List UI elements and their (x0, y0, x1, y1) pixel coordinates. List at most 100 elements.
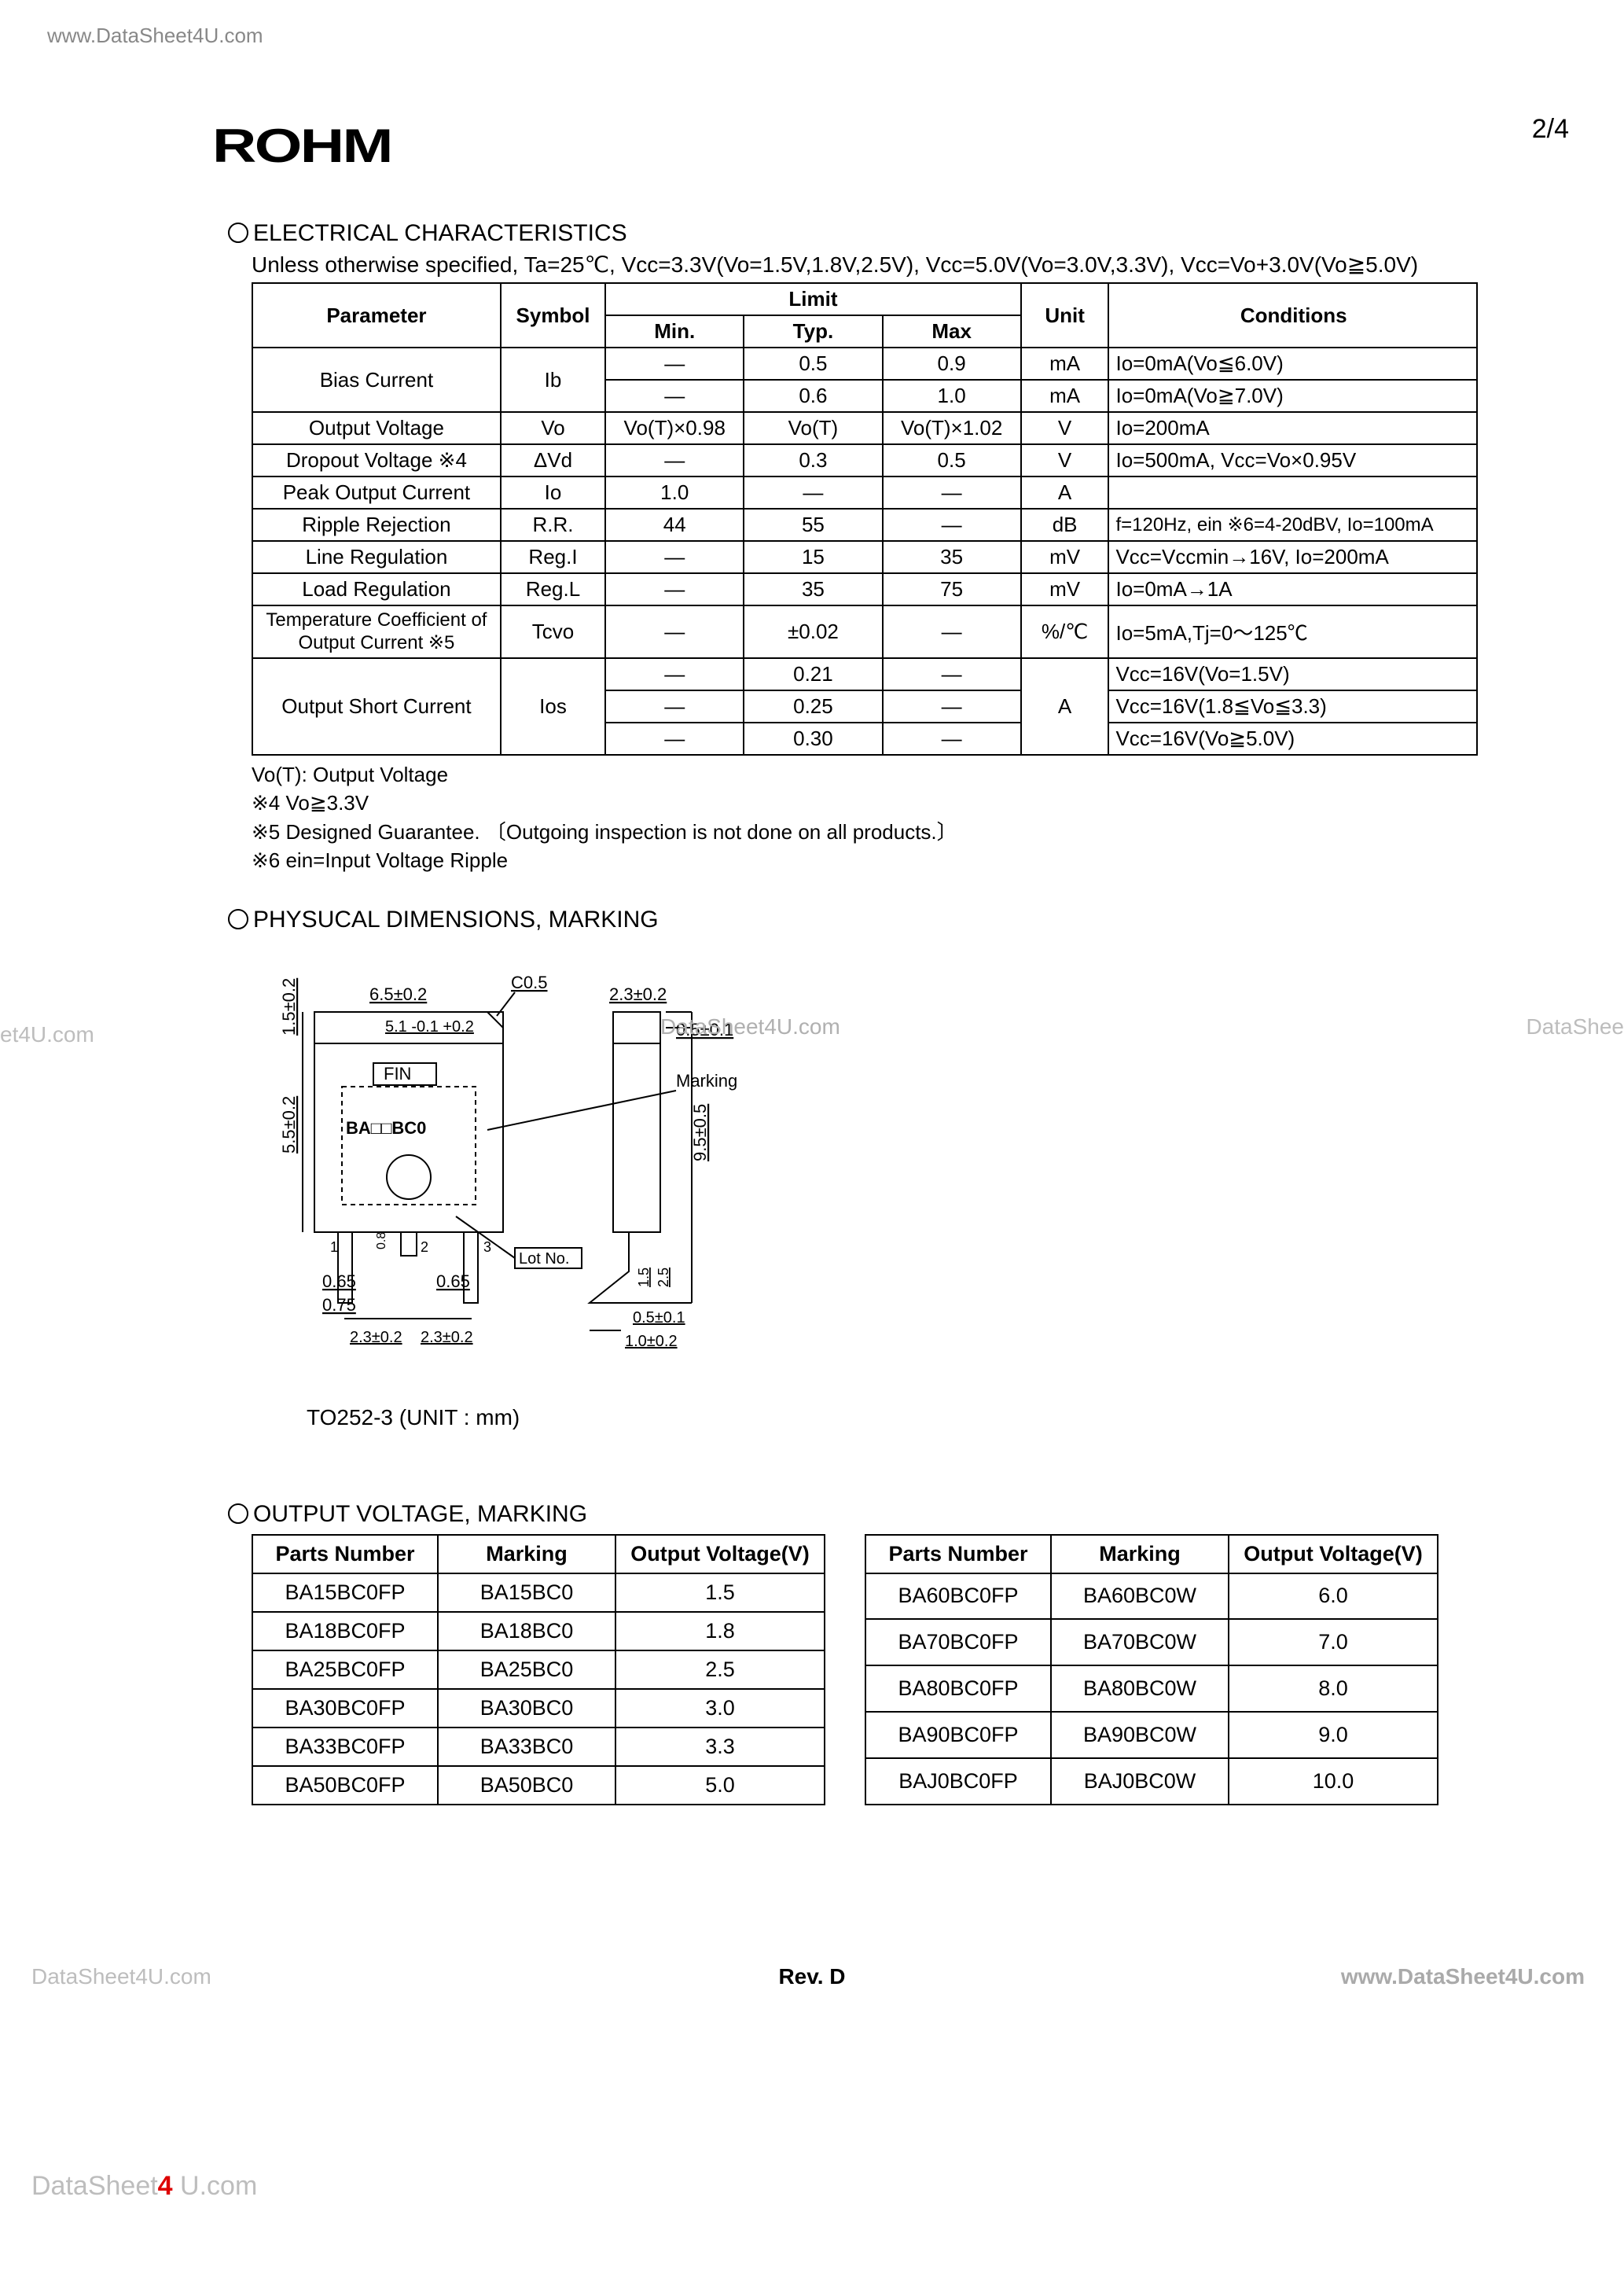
section-output-voltage-title: OUTPUT VOLTAGE, MARKING (228, 1501, 1577, 1528)
svg-text:2.3±0.2: 2.3±0.2 (421, 1329, 473, 1346)
cell-pn: BA33BC0FP (252, 1728, 438, 1766)
cell-ov: 1.5 (615, 1573, 825, 1612)
cell-typ: 35 (744, 573, 882, 605)
cell-cond: Io=0mA(Vo≦6.0V) (1108, 348, 1477, 380)
table-row: BA30BC0FPBA30BC03.0 (252, 1689, 825, 1728)
cell-cond: Io=200mA (1108, 412, 1477, 444)
cell-min: 1.0 (605, 476, 744, 509)
cell-max: — (883, 658, 1021, 690)
cell-param: Line Regulation (252, 541, 501, 573)
table-row: Temperature Coefficient of Output Curren… (252, 605, 1477, 658)
cell-mk: BA33BC0 (438, 1728, 615, 1766)
cell-pn: BA25BC0FP (252, 1650, 438, 1689)
cell-ov: 8.0 (1229, 1665, 1438, 1712)
cell-max: — (883, 476, 1021, 509)
cell-unit: A (1021, 476, 1109, 509)
cell-sym: R.R. (501, 509, 605, 541)
cell-param: Dropout Voltage ※4 (252, 444, 501, 476)
watermark-right: DataShee (1526, 1014, 1624, 1039)
table-row: BA90BC0FPBA90BC0W9.0 (865, 1712, 1438, 1758)
cell-min: — (605, 444, 744, 476)
note-line: Vo(T): Output Voltage (252, 760, 1577, 789)
cell-sym: Ib (501, 348, 605, 412)
cell-min: — (605, 605, 744, 658)
cell-ov: 3.0 (615, 1689, 825, 1728)
page-number: 2/4 (1532, 114, 1569, 145)
ds4u-suffix: U.com (173, 2171, 258, 2201)
package-caption: TO252-3 (UNIT : mm) (307, 1405, 1577, 1430)
svg-text:5.5±0.2: 5.5±0.2 (279, 1095, 299, 1153)
table-row: BA25BC0FPBA25BC02.5 (252, 1650, 825, 1689)
section-electrical-label: ELECTRICAL CHARACTERISTICS (253, 220, 627, 246)
cell-param: Output Short Current (252, 658, 501, 755)
col-parts-number: Parts Number (865, 1535, 1051, 1573)
cell-max: 0.9 (883, 348, 1021, 380)
cell-cond: Vcc=16V(1.8≦Vo≦3.3) (1108, 690, 1477, 723)
watermark-ds4u-logo: DataSheet4 U.com (31, 2171, 257, 2202)
cell-typ: Vo(T) (744, 412, 882, 444)
svg-text:FIN: FIN (384, 1064, 411, 1084)
bullet-ring-icon (228, 223, 248, 243)
cell-mk: BA80BC0W (1051, 1665, 1229, 1712)
cell-ov: 2.5 (615, 1650, 825, 1689)
col-conditions: Conditions (1108, 283, 1477, 348)
col-parameter: Parameter (252, 283, 501, 348)
cell-typ: ±0.02 (744, 605, 882, 658)
parts-tables-row: Parts Number Marking Output Voltage(V) B… (252, 1534, 1577, 1805)
cell-cond: Vcc=Vccmin→16V, Io=200mA (1108, 541, 1477, 573)
cell-max: 1.0 (883, 380, 1021, 412)
section-physical-title: PHYSUCAL DIMENSIONS, MARKING (228, 907, 1577, 933)
cell-pn: BA15BC0FP (252, 1573, 438, 1612)
cell-min: — (605, 348, 744, 380)
svg-text:1.0±0.2: 1.0±0.2 (625, 1333, 678, 1350)
cell-cond: f=120Hz, ein ※6=4-20dBV, Io=100mA (1108, 509, 1477, 541)
cell-unit: V (1021, 444, 1109, 476)
svg-text:0.8: 0.8 (375, 1231, 388, 1249)
electrical-conditions-subtitle: Unless otherwise specified, Ta=25℃, Vcc=… (252, 252, 1577, 278)
svg-text:2.5: 2.5 (656, 1268, 671, 1287)
cell-cond: Io=0mA→1A (1108, 573, 1477, 605)
cell-ov: 7.0 (1229, 1619, 1438, 1665)
cell-cond (1108, 476, 1477, 509)
cell-typ: 55 (744, 509, 882, 541)
table-row: Ripple Rejection R.R. 44 55 — dB f=120Hz… (252, 509, 1477, 541)
svg-text:0.65: 0.65 (322, 1271, 356, 1291)
svg-text:0.5±0.1: 0.5±0.1 (633, 1309, 685, 1326)
cell-min: Vo(T)×0.98 (605, 412, 744, 444)
cell-max: — (883, 723, 1021, 755)
cell-mk: BA50BC0 (438, 1766, 615, 1805)
revision-label: Rev. D (778, 1964, 845, 1989)
table-row: BAJ0BC0FPBAJ0BC0W10.0 (865, 1758, 1438, 1805)
svg-text:6.5±0.2: 6.5±0.2 (369, 984, 427, 1004)
cell-max: 75 (883, 573, 1021, 605)
watermark-middle: DataSheet4U.com (660, 1014, 840, 1039)
cell-max: Vo(T)×1.02 (883, 412, 1021, 444)
cell-param: Output Voltage (252, 412, 501, 444)
cell-sym: Tcvo (501, 605, 605, 658)
cell-min: — (605, 723, 744, 755)
electrical-notes: Vo(T): Output Voltage ※4 Vo≧3.3V ※5 Desi… (252, 760, 1577, 875)
cell-ov: 9.0 (1229, 1712, 1438, 1758)
cell-param: Bias Current (252, 348, 501, 412)
ds4u-prefix: DataSheet (31, 2171, 158, 2201)
cell-typ: 0.6 (744, 380, 882, 412)
svg-text:Marking: Marking (676, 1071, 737, 1091)
cell-max: — (883, 690, 1021, 723)
cell-unit: V (1021, 412, 1109, 444)
table-row: Dropout Voltage ※4 ΔVd — 0.3 0.5 V Io=50… (252, 444, 1477, 476)
cell-ov: 1.8 (615, 1612, 825, 1650)
cell-max: — (883, 509, 1021, 541)
cell-min: — (605, 380, 744, 412)
cell-typ: 0.3 (744, 444, 882, 476)
svg-text:BA□□BC0: BA□□BC0 (346, 1118, 426, 1138)
cell-sym: Ios (501, 658, 605, 755)
cell-unit: mV (1021, 573, 1109, 605)
cell-param: Temperature Coefficient of Output Curren… (252, 605, 501, 658)
cell-pn: BA30BC0FP (252, 1689, 438, 1728)
col-parts-number: Parts Number (252, 1535, 438, 1573)
cell-ov: 3.3 (615, 1728, 825, 1766)
col-min: Min. (605, 315, 744, 348)
col-typ: Typ. (744, 315, 882, 348)
svg-text:2.3±0.2: 2.3±0.2 (609, 984, 667, 1004)
svg-text:2: 2 (421, 1239, 428, 1255)
